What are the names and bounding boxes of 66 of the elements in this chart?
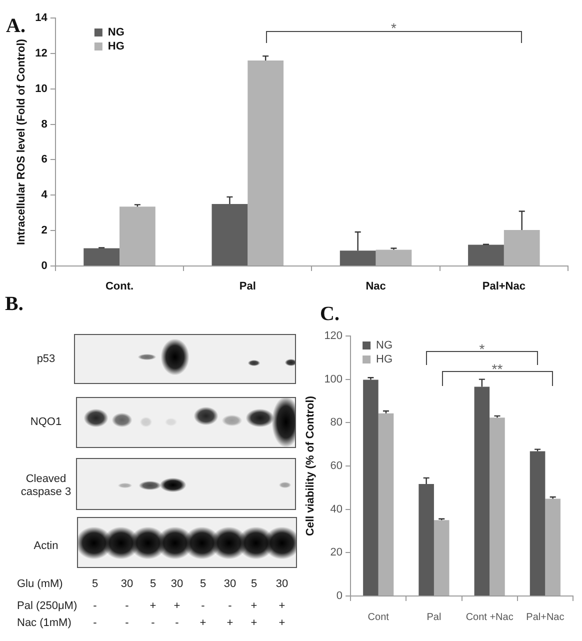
text: p53 bbox=[36, 352, 56, 366]
y-tick-label: 12 bbox=[35, 47, 48, 60]
text: Pal (250μM) bbox=[17, 600, 78, 612]
text: 30 bbox=[170, 578, 184, 590]
text: Actin bbox=[34, 540, 58, 552]
x-tick-label: Pal+Nac bbox=[526, 612, 564, 623]
legend-label: NG bbox=[108, 26, 124, 39]
y-tick-label: 0 bbox=[336, 590, 343, 602]
text: + bbox=[174, 600, 180, 612]
text: - bbox=[228, 600, 232, 612]
y-tick-label: 8 bbox=[41, 118, 48, 130]
y-tick-label: 14 bbox=[35, 12, 48, 24]
text: + bbox=[150, 600, 156, 612]
y-tick-label: 20 bbox=[330, 546, 343, 559]
x-tick-label: Cont bbox=[368, 612, 390, 623]
text: + bbox=[200, 616, 206, 630]
y-tick-label: 0 bbox=[41, 260, 48, 272]
y-tick-label: 6 bbox=[41, 154, 48, 166]
text: NQO1 bbox=[30, 416, 62, 428]
text: + bbox=[250, 616, 258, 630]
y-tick-label: 10 bbox=[35, 82, 48, 95]
text: + bbox=[226, 616, 234, 630]
text: + bbox=[250, 600, 258, 612]
annotation: * bbox=[478, 341, 486, 357]
x-tick-label: Pal bbox=[239, 280, 256, 293]
text: Cleaved caspase 3 bbox=[20, 473, 72, 499]
text: 5 bbox=[200, 578, 206, 590]
annotation: ** bbox=[490, 361, 504, 377]
text: - bbox=[125, 616, 129, 630]
x-tick-label: Pal bbox=[426, 612, 442, 623]
y-tick-label: 120 bbox=[324, 330, 343, 342]
text: + bbox=[278, 600, 286, 612]
text: - bbox=[151, 616, 155, 630]
y-axis-title: Intracellular ROS level (Fold of Control) bbox=[16, 38, 28, 245]
text: - bbox=[93, 616, 97, 630]
y-tick-label: 40 bbox=[330, 503, 343, 516]
y-tick-label: 60 bbox=[330, 460, 343, 472]
text: - bbox=[93, 600, 97, 612]
legend-label: NG bbox=[376, 340, 393, 352]
x-tick-label: Nac bbox=[366, 280, 386, 293]
legend-label: HG bbox=[376, 354, 393, 366]
y-tick-label: 4 bbox=[41, 189, 48, 202]
text: - bbox=[201, 600, 205, 612]
x-tick-label: Cont +Nac bbox=[466, 612, 514, 623]
x-tick-label: Cont. bbox=[105, 280, 134, 293]
text: + bbox=[278, 616, 286, 630]
y-axis-title: Cell viability (% of Control) bbox=[304, 396, 317, 536]
text: Glu (mM) bbox=[17, 578, 63, 590]
text: 30 bbox=[276, 578, 288, 590]
text: 5 bbox=[92, 578, 98, 590]
text: - bbox=[125, 600, 129, 612]
chart-title: C. bbox=[320, 303, 340, 325]
y-tick-label: 80 bbox=[330, 416, 343, 429]
text: B. bbox=[5, 293, 24, 315]
annotation: * bbox=[390, 20, 398, 36]
x-tick-label: Pal+Nac bbox=[482, 280, 526, 293]
legend-label: HG bbox=[108, 40, 124, 53]
text: 5 bbox=[150, 578, 156, 590]
text: - bbox=[175, 616, 179, 630]
chart-title: A. bbox=[6, 15, 26, 37]
y-tick-label: 2 bbox=[41, 224, 48, 237]
text: 30 bbox=[120, 578, 134, 590]
text: 5 bbox=[250, 578, 258, 590]
y-tick-label: 100 bbox=[324, 373, 343, 386]
text: 30 bbox=[224, 578, 236, 590]
text: Nac (1mM) bbox=[17, 616, 72, 630]
